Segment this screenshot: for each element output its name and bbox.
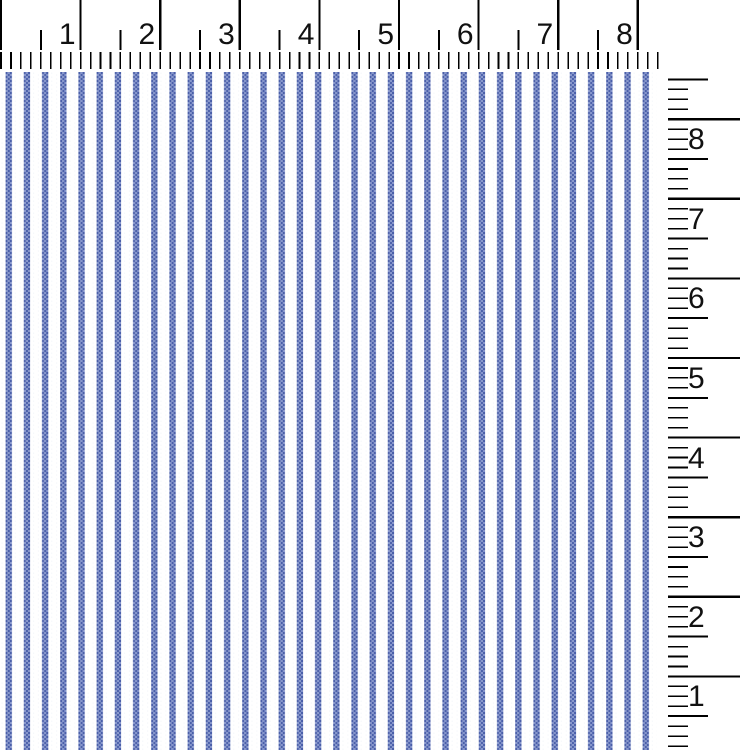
right-ruler-number-1: 1 — [688, 680, 705, 714]
top-ruler-ticks — [0, 0, 659, 69]
right-ruler-ticks — [668, 78, 740, 747]
right-ruler-number-5: 5 — [688, 362, 705, 395]
right-ruler-number-8: 8 — [688, 123, 705, 157]
right-ruler-number-4: 4 — [688, 441, 705, 475]
top-ruler-number-7: 7 — [536, 18, 554, 51]
top-ruler-number-2: 2 — [138, 18, 156, 51]
right-ruler-number-6: 6 — [688, 282, 705, 316]
right-ruler-number-3: 3 — [688, 521, 705, 555]
top-ruler-number-6: 6 — [456, 18, 474, 51]
top-ruler-number-1: 1 — [58, 18, 76, 51]
top-ruler-number-4: 4 — [297, 18, 315, 51]
fabric-area — [0, 72, 657, 750]
top-ruler-number-5: 5 — [377, 18, 394, 51]
top-ruler: 1 2 3 4 5 6 7 8 — [0, 0, 662, 71]
right-ruler: 8 7 6 5 4 3 2 1 — [658, 70, 740, 750]
top-ruler-number-8: 8 — [616, 18, 633, 51]
right-ruler-number-2: 2 — [688, 600, 705, 634]
right-ruler-number-7: 7 — [688, 202, 705, 236]
top-ruler-number-3: 3 — [218, 18, 235, 51]
fabric-swatch — [0, 72, 657, 750]
ticking-stripe-fabric — [0, 72, 657, 750]
